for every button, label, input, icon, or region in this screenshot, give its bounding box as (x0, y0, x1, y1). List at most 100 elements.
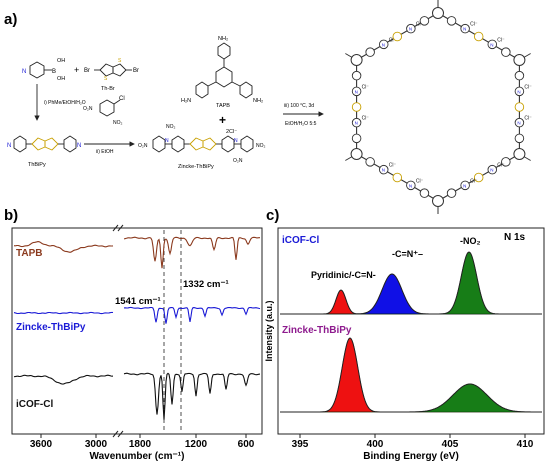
pyridinium-ring (365, 157, 375, 167)
xps-peak-no2 (280, 251, 542, 315)
chloride-counterion: Cl⁻ (470, 22, 478, 28)
pyridinium-ring (501, 157, 511, 167)
ftir-tick-label: 3600 (30, 439, 53, 450)
svg-text:NO₂: NO₂ (256, 143, 266, 149)
xps-spectra (280, 251, 542, 413)
xps-plot-frame (277, 227, 545, 435)
pyridine-boronic-acid: N B OH OH (22, 58, 65, 82)
pyridinium-nitrogen: N (463, 183, 466, 188)
trace-label-icof: iCOF-Cl (16, 399, 53, 410)
chloro-dinitrobenzene: Cl NO₂ O₂N (83, 96, 125, 126)
ftir-tick-label: 1800 (129, 439, 152, 450)
pyridinium-ring (378, 164, 389, 175)
svg-text:NO₂: NO₂ (113, 120, 123, 126)
chloride-counterion: Cl⁻ (497, 37, 505, 43)
axis-break-bottom (112, 430, 124, 438)
pyridinium-ring (351, 86, 362, 97)
pyridinium-nitrogen: N (382, 42, 385, 47)
outward-bond (345, 156, 353, 161)
svg-text:OH: OH (57, 58, 65, 64)
pyridinium-nitrogen: N (355, 121, 358, 126)
thiophene-ring (351, 102, 362, 112)
pyridinium-ring (351, 133, 362, 144)
xps-tick-label: 405 (442, 439, 459, 450)
svg-text:N: N (234, 138, 238, 144)
thiophene-ring (392, 31, 403, 42)
ftir-trace-zincke-right (123, 306, 261, 324)
axis-break-top (112, 224, 124, 232)
trace-label-zincke: Zincke-ThBiPy (16, 322, 86, 333)
chloride-counterion: Cl⁻ (470, 178, 478, 184)
pyridinium-nitrogen: N (490, 168, 493, 173)
xps-tick-label: 410 (517, 439, 534, 450)
svg-text:NO₂: NO₂ (166, 124, 176, 130)
svg-text:O₂N: O₂N (138, 143, 148, 149)
plus-sign: + (74, 65, 79, 75)
annotation-1332: 1332 cm⁻¹ (183, 279, 229, 290)
trace-label-tapb: TAPB (16, 248, 42, 259)
step-2-conditions: ii) EtOH (96, 149, 114, 155)
pyridinium-nitrogen: N (463, 27, 466, 32)
svg-text:N: N (77, 143, 81, 149)
pyridinium-nitrogen: N (409, 27, 412, 32)
chloride-counterion: Cl⁻ (524, 116, 532, 122)
xps-x-axis-label: Binding Energy (eV) (363, 451, 459, 462)
plus-sign-2: + (219, 113, 226, 127)
tapb-node (350, 54, 363, 66)
pyridinium-nitrogen: N (517, 121, 520, 126)
pyridinium-ring (460, 23, 470, 34)
panel-b-label: b) (4, 207, 18, 224)
pyridinium-ring (487, 164, 498, 175)
xps-tick-label: 400 (367, 439, 384, 450)
ftir-trace-icof-right (123, 372, 261, 420)
thienothiophene-dibromide: Br S S Br Th-Br (84, 58, 139, 92)
pyridinium-ring (446, 16, 457, 26)
svg-text:Th-Br: Th-Br (101, 86, 115, 92)
ftir-tick-label: 3000 (85, 439, 108, 450)
thbipy-structure: N N ThBiPy (7, 135, 81, 168)
svg-text:O₂N: O₂N (233, 158, 243, 164)
panel-a: a) N B OH OH + Br S S Br Th-Br i) PhMe/E… (4, 0, 532, 214)
svg-text:H₂N: H₂N (181, 98, 191, 104)
ftir-traces (13, 236, 261, 420)
pyridinium-ring (446, 188, 457, 198)
thiophene-ring (514, 102, 525, 112)
pyridinium-ring (514, 70, 525, 81)
step-1-conditions: i) PhMe/EtOH/H₂O (44, 100, 86, 106)
chloride-counterion: Cl⁻ (416, 178, 424, 184)
pyridinium-ring (514, 117, 525, 128)
step-3-conditions: iii) 100 °C, 3d (284, 103, 314, 109)
pyridinium-ring (365, 47, 375, 57)
peak-label-no2: -NO₂ (460, 236, 481, 246)
pyridinium-nitrogen: N (409, 183, 412, 188)
panel-b: b) TAPB Zincke-ThBiPy iCOF-Cl 1541 cm⁻¹ … (4, 207, 263, 462)
chloride-counterion: Cl⁻ (362, 84, 370, 90)
svg-text:Br: Br (133, 68, 139, 74)
svg-text:NH₂: NH₂ (218, 36, 228, 42)
pyridinium-ring (460, 180, 470, 191)
ftir-trace-icof-left (13, 374, 114, 385)
pyridinium-ring (406, 180, 416, 191)
outward-bond (523, 156, 531, 161)
svg-text:ThBiPy: ThBiPy (28, 162, 46, 168)
pyridinium-nitrogen: N (355, 89, 358, 94)
chloride-counterion: Cl⁻ (497, 163, 505, 169)
pyridinium-ring (406, 23, 416, 34)
svg-text:TAPB: TAPB (216, 103, 230, 109)
pyridinium-ring (487, 39, 498, 50)
chloride-counterion: Cl⁻ (416, 22, 424, 28)
svg-text:N: N (165, 138, 169, 144)
xps-y-axis-label: Intensity (a.u.) (264, 300, 274, 361)
thiophene-ring (473, 31, 484, 42)
svg-text:S: S (104, 76, 108, 82)
panel-a-label: a) (4, 11, 17, 28)
svg-text:N: N (7, 143, 11, 149)
ftir-trace-tapb-left (13, 241, 114, 253)
outward-bond (523, 53, 531, 58)
ftir-x-axis-label: Wavenumber (cm⁻¹) (90, 451, 185, 462)
xps-tick-label: 395 (292, 439, 309, 450)
pyridinium-nitrogen: N (490, 42, 493, 47)
pyridinium-ring (378, 39, 389, 50)
pyridinium-ring (351, 70, 362, 81)
